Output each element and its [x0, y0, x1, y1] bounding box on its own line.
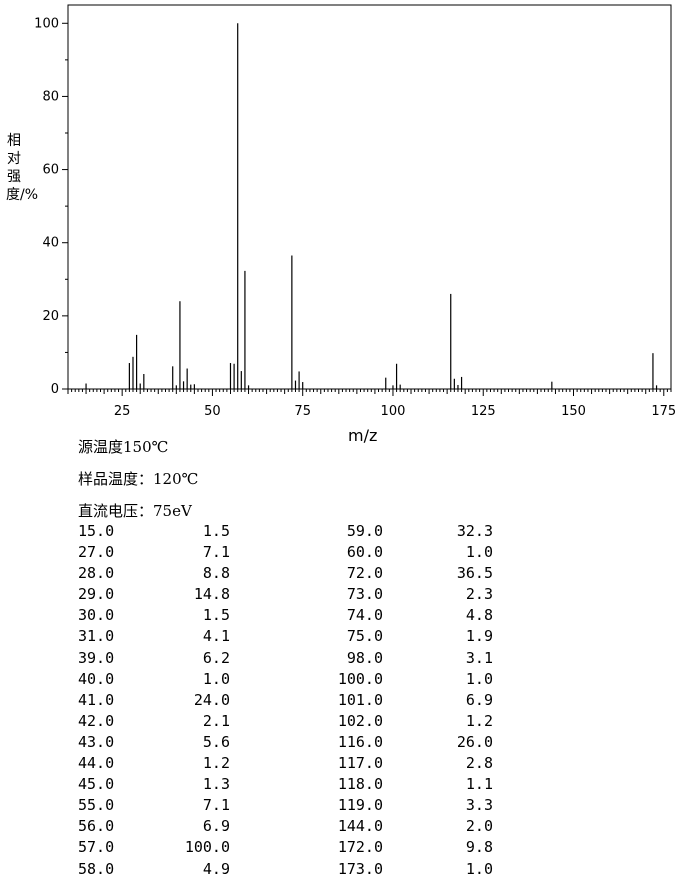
- intensity-right: 32.3: [456, 522, 493, 540]
- mz-right: 73.0: [346, 585, 383, 604]
- intensity-left: 1.5: [202, 606, 230, 625]
- intensity-right: 2.0: [465, 817, 493, 836]
- mz-right: 100.0: [337, 669, 383, 688]
- y-tick-label: 60: [42, 163, 59, 178]
- mz-right: 119.0: [337, 796, 383, 815]
- intensity-left: 2.1: [202, 711, 230, 730]
- sample-temperature: 样品温度：120℃: [78, 470, 199, 488]
- intensity-left: 1.5: [202, 522, 230, 540]
- mz-right: 101.0: [337, 690, 383, 709]
- intensity-left: 6.9: [202, 817, 230, 836]
- mz-left: 44.0: [78, 754, 115, 773]
- intensity-left: 8.8: [202, 564, 230, 583]
- mass-spectrum-chart: 0 20 40 60 80 100 25 50 75 100 125 150 175: [34, 4, 676, 419]
- mz-right: 75.0: [346, 627, 383, 646]
- intensity-right: 1.0: [465, 543, 493, 562]
- x-tick-label: 150: [561, 404, 586, 419]
- mz-left: 29.0: [78, 585, 115, 604]
- intensity-left: 7.1: [202, 796, 230, 815]
- source-temperature: 源温度150℃: [78, 438, 169, 456]
- intensity-left: 4.1: [202, 627, 230, 646]
- x-tick-label: 75: [294, 404, 311, 419]
- mz-right: 72.0: [346, 564, 383, 583]
- mz-left: 27.0: [78, 543, 115, 562]
- intensity-right: 2.8: [465, 754, 493, 773]
- spectrum-bars: [85, 23, 658, 389]
- mz-left: 40.0: [78, 669, 115, 688]
- mz-left: 57.0: [78, 838, 115, 857]
- intensity-right: 6.9: [465, 690, 493, 709]
- y-axis: 0 20 40 60 80 100: [34, 16, 68, 397]
- x-axis: 25 50 75 100 125 150 175: [67, 389, 676, 419]
- intensity-right: 1.0: [465, 859, 493, 878]
- intensity-left: 24.0: [193, 690, 230, 709]
- mz-right: 118.0: [337, 775, 383, 794]
- mz-right: 116.0: [337, 732, 383, 751]
- intensity-left: 6.2: [202, 648, 230, 667]
- mz-left: 45.0: [78, 775, 115, 794]
- x-tick-label: 50: [204, 404, 221, 419]
- intensity-right: 4.8: [465, 606, 493, 625]
- mz-left: 39.0: [78, 648, 115, 667]
- mz-left: 58.0: [78, 859, 115, 878]
- x-tick-label: 125: [471, 404, 496, 419]
- mz-right: 60.0: [346, 543, 383, 562]
- y-axis-label: 相对强度/%: [6, 133, 39, 203]
- dc-voltage: 直流电压：75eV: [78, 502, 192, 520]
- mz-left: 56.0: [78, 817, 115, 836]
- intensity-left: 4.9: [202, 859, 230, 878]
- mz-right: 98.0: [346, 648, 383, 667]
- mz-right: 102.0: [337, 711, 383, 730]
- intensity-right: 1.2: [465, 711, 493, 730]
- mz-right: 144.0: [337, 817, 383, 836]
- intensity-right: 26.0: [456, 732, 493, 751]
- mz-left: 55.0: [78, 796, 115, 815]
- mz-right: 117.0: [337, 754, 383, 773]
- intensity-right: 3.1: [465, 648, 493, 667]
- intensity-left: 100.0: [184, 838, 230, 857]
- y-tick-label: 40: [42, 236, 59, 251]
- y-tick-label: 20: [42, 309, 59, 324]
- intensity-right: 3.3: [465, 796, 493, 815]
- x-tick-label: 100: [381, 404, 406, 419]
- mz-right: 173.0: [337, 859, 383, 878]
- mz-right: 59.0: [346, 522, 383, 540]
- intensity-right: 36.5: [456, 564, 493, 583]
- intensity-right: 9.8: [465, 838, 493, 857]
- mz-left: 30.0: [78, 606, 115, 625]
- intensity-right: 2.3: [465, 585, 493, 604]
- intensity-right: 1.1: [465, 775, 493, 794]
- intensity-left: 1.3: [202, 775, 230, 794]
- x-tick-label: 25: [114, 404, 131, 419]
- intensity-left: 5.6: [202, 732, 230, 751]
- mz-left: 41.0: [78, 690, 115, 709]
- plot-frame: [67, 4, 672, 390]
- mz-left: 43.0: [78, 732, 115, 751]
- y-tick-label: 80: [42, 89, 59, 104]
- intensity-right: 1.9: [465, 627, 493, 646]
- x-tick-label: 175: [651, 404, 676, 419]
- y-tick-label: 0: [51, 382, 59, 397]
- mz-right: 74.0: [346, 606, 383, 625]
- intensity-left: 1.2: [202, 754, 230, 773]
- mz-left: 28.0: [78, 564, 115, 583]
- intensity-right: 1.0: [465, 669, 493, 688]
- y-tick-label: 100: [34, 16, 59, 31]
- intensity-left: 7.1: [202, 543, 230, 562]
- intensity-left: 14.8: [193, 585, 230, 604]
- mz-left: 15.0: [78, 522, 115, 540]
- mz-right: 172.0: [337, 838, 383, 857]
- mz-left: 42.0: [78, 711, 115, 730]
- intensity-left: 1.0: [202, 669, 230, 688]
- mz-left: 31.0: [78, 627, 115, 646]
- x-axis-label: m/z: [348, 426, 378, 445]
